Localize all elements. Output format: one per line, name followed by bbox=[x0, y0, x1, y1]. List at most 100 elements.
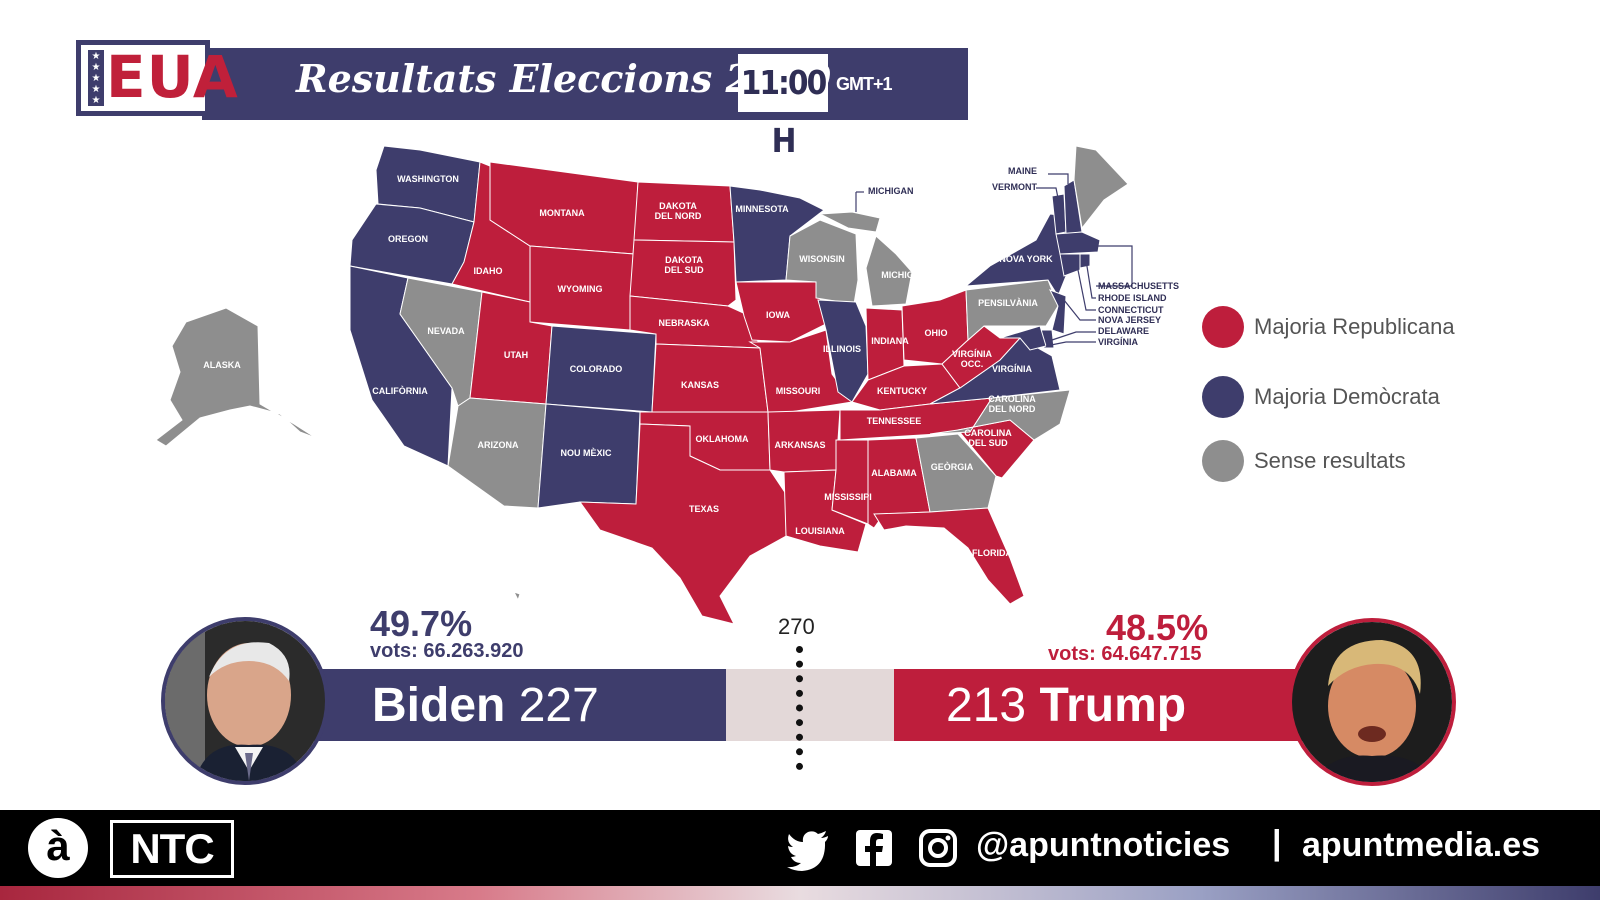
label-oregon: OREGON bbox=[388, 234, 428, 244]
website-link[interactable]: apuntmedia.es bbox=[1302, 826, 1541, 864]
label-vermont: VERMONT bbox=[992, 182, 1038, 192]
facebook-icon[interactable] bbox=[852, 824, 896, 872]
label-montana: MONTANA bbox=[539, 208, 585, 218]
trump-electoral: 213 bbox=[946, 679, 1027, 732]
state-arizona[interactable] bbox=[447, 397, 547, 509]
label-south-carolina-1: CAROLINA bbox=[964, 428, 1012, 438]
label-washington: WASHINGTON bbox=[397, 174, 459, 184]
legend-label-republican: Majoria Republicana bbox=[1254, 314, 1455, 339]
map-legend: Majoria Republicana Majoria Demòcrata Se… bbox=[1202, 306, 1455, 510]
biden-electoral: 227 bbox=[518, 679, 599, 732]
label-massachusetts: MASSACHUSETTS bbox=[1098, 281, 1179, 291]
state-illinois[interactable] bbox=[817, 299, 869, 403]
label-georgia: GEÒRGIA bbox=[931, 461, 974, 472]
biden-votes: vots: 66.263.920 bbox=[370, 640, 524, 662]
label-kansas: KANSAS bbox=[681, 380, 719, 390]
state-hawaii[interactable] bbox=[513, 591, 521, 602]
state-north-carolina[interactable] bbox=[929, 389, 1071, 441]
label-wyoming: WYOMING bbox=[558, 284, 603, 294]
label-wisconsin: WISONSIN bbox=[799, 254, 845, 264]
state-maine[interactable] bbox=[1073, 145, 1129, 230]
state-texas[interactable] bbox=[579, 423, 791, 625]
label-florida: FLORIDA bbox=[972, 548, 1012, 558]
label-west-virginia-2: OCC. bbox=[961, 359, 984, 369]
footer-stripe bbox=[0, 886, 1600, 900]
instagram-icon[interactable] bbox=[916, 824, 960, 872]
state-michigan-upper[interactable] bbox=[818, 211, 881, 233]
state-massachusetts[interactable] bbox=[1055, 231, 1101, 255]
label-indiana: INDIANA bbox=[871, 336, 909, 346]
timezone-label: GMT+1 bbox=[836, 74, 893, 94]
label-tennessee: TENNESSEE bbox=[867, 416, 922, 426]
label-connecticut: CONNECTICUT bbox=[1098, 305, 1164, 315]
legend-swatch-democrat bbox=[1202, 376, 1244, 418]
state-mississippi[interactable] bbox=[831, 439, 869, 525]
trump-avatar bbox=[1288, 618, 1456, 786]
state-michigan[interactable] bbox=[865, 235, 913, 307]
threshold-marker bbox=[796, 646, 803, 770]
threshold-label: 270 bbox=[778, 614, 815, 639]
label-california: CALIFÒRNIA bbox=[372, 385, 428, 396]
callout-lines bbox=[855, 173, 1133, 347]
label-virginia: VIRGÍNIA bbox=[992, 364, 1033, 374]
state-new-jersey[interactable] bbox=[1048, 289, 1067, 335]
label-louisiana: LOUISIANA bbox=[795, 526, 845, 536]
legend-pending: Sense resultats bbox=[1202, 440, 1455, 482]
state-alaska[interactable] bbox=[155, 307, 317, 447]
label-michigan-callout: MICHIGAN bbox=[868, 186, 914, 196]
label-illinois: ILLINOIS bbox=[823, 344, 861, 354]
logo-letters: EUA bbox=[106, 43, 239, 111]
state-georgia[interactable] bbox=[915, 433, 997, 513]
eua-logo: ★ ★ ★ ★ ★ EUA bbox=[88, 44, 238, 110]
label-oklahoma: OKLAHOMA bbox=[696, 434, 749, 444]
label-minnesota: MINNESOTA bbox=[735, 204, 789, 214]
biden-name: Biden bbox=[372, 679, 506, 732]
legend-republican: Majoria Republicana bbox=[1202, 306, 1455, 348]
label-missouri: MISSOURI bbox=[776, 386, 821, 396]
state-florida[interactable] bbox=[873, 507, 1025, 605]
label-michigan: MICHIGAN bbox=[881, 270, 927, 280]
label-nevada: NEVADA bbox=[427, 326, 465, 336]
twitter-icon[interactable] bbox=[786, 824, 830, 872]
state-south-dakota[interactable] bbox=[629, 239, 737, 307]
biden-score: Biden 227 bbox=[372, 678, 599, 734]
label-north-dakota-2: DEL NORD bbox=[655, 211, 702, 221]
state-rhode-island[interactable] bbox=[1079, 253, 1091, 269]
trump-name: Trump bbox=[1039, 679, 1187, 732]
ntc-logo: NTC bbox=[110, 820, 234, 878]
label-utah: UTAH bbox=[504, 350, 528, 360]
header-bar bbox=[202, 48, 968, 120]
biden-electoral-bar bbox=[300, 669, 726, 741]
label-maine: MAINE bbox=[1008, 166, 1037, 176]
state-kansas[interactable] bbox=[651, 343, 769, 413]
label-mississippi: MISSISSIPI bbox=[824, 492, 872, 502]
label-south-dakota-1: DAKOTA bbox=[665, 255, 703, 265]
label-alaska: ALASKA bbox=[203, 360, 241, 370]
label-rhode-island: RHODE ISLAND bbox=[1098, 293, 1167, 303]
label-south-dakota-2: DEL SUD bbox=[664, 265, 704, 275]
label-colorado: COLORADO bbox=[570, 364, 623, 374]
social-handle[interactable]: @apuntnoticies bbox=[976, 826, 1231, 864]
label-virginia-callout: VIRGÍNIA bbox=[1098, 337, 1139, 347]
legend-label-democrat: Majoria Demòcrata bbox=[1254, 384, 1440, 409]
label-ohio: OHIO bbox=[924, 328, 947, 338]
label-north-carolina-1: CAROLINA bbox=[988, 394, 1036, 404]
state-maryland[interactable] bbox=[999, 325, 1047, 351]
label-south-carolina-2: DEL SUD bbox=[968, 438, 1008, 448]
trump-portrait-icon bbox=[1292, 622, 1452, 782]
biden-portrait-icon bbox=[165, 621, 325, 781]
star-icon: ★ ★ ★ ★ ★ bbox=[88, 50, 104, 106]
label-pennsylvania: PENSILVÀNIA bbox=[978, 298, 1038, 308]
trump-electoral-bar bbox=[894, 669, 1314, 741]
biden-avatar bbox=[161, 617, 329, 785]
header-banner: ★ ★ ★ ★ ★ EUA Resultats Eleccions 2020 11:00… bbox=[76, 40, 968, 160]
label-texas: TEXAS bbox=[689, 504, 719, 514]
label-new-mexico: NOU MÈXIC bbox=[560, 448, 612, 458]
legend-swatch-pending bbox=[1202, 440, 1244, 482]
label-arkansas: ARKANSAS bbox=[774, 440, 825, 450]
label-nebraska: NEBRASKA bbox=[658, 318, 710, 328]
label-north-dakota-1: DAKOTA bbox=[659, 201, 697, 211]
state-connecticut[interactable] bbox=[1059, 253, 1081, 277]
label-delaware: DELAWARE bbox=[1098, 326, 1149, 336]
